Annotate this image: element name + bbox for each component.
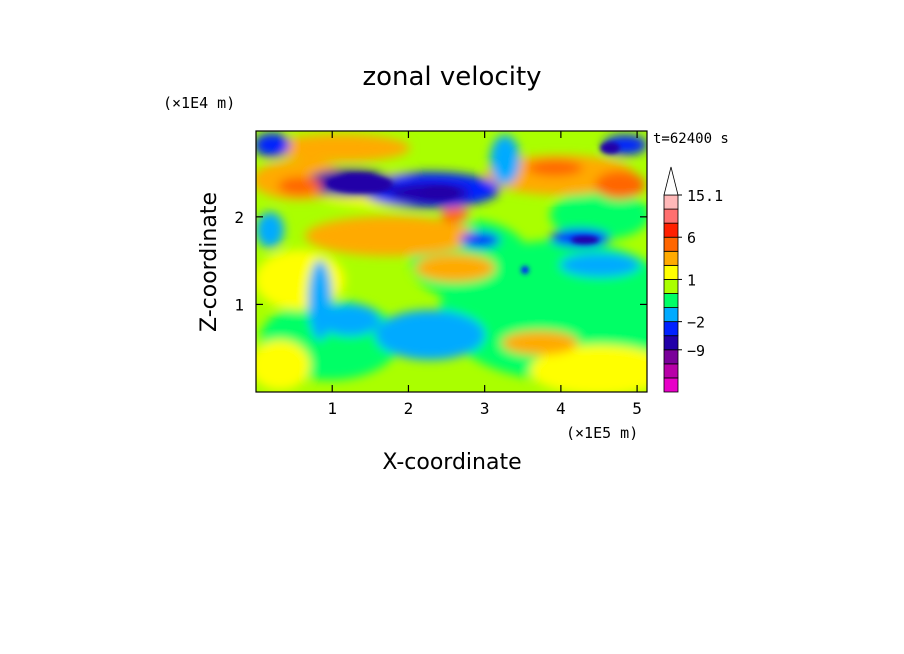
plot-frame — [255, 130, 648, 393]
contour-field — [256, 131, 647, 392]
x-axis: 1 2 3 4 5 — [327, 131, 642, 418]
x-tick-label: 2 — [404, 399, 414, 418]
x-unit-label: (×1E5 m) — [566, 424, 638, 442]
y-axis: 12 — [234, 208, 647, 314]
colorbar-bin-0 — [663, 377, 679, 393]
colorbar-bin-7 — [663, 279, 679, 294]
colorbar-label: 1 — [687, 271, 696, 289]
colorbar: 15.1 6 1 −2 −9 — [663, 166, 723, 393]
colorbar-bin-5 — [663, 307, 679, 323]
y-tick-label: 2 — [234, 208, 244, 227]
colorbar-bin-8 — [663, 264, 679, 280]
y-tick-label: 1 — [234, 295, 244, 314]
chart-title: zonal velocity — [362, 62, 541, 92]
x-tick-label: 4 — [556, 399, 566, 418]
colorbar-bin-1 — [663, 363, 679, 379]
colorbar-label: 6 — [687, 229, 696, 247]
colorbar-bin-12 — [663, 208, 679, 224]
x-tick-label: 5 — [632, 399, 642, 418]
colorbar-label: −2 — [687, 314, 705, 332]
colorbar-extend-arrow — [663, 166, 679, 196]
colorbar-bin-9 — [663, 250, 679, 266]
y-axis-title: Z-coordinate — [197, 192, 222, 332]
colorbar-label: 15.1 — [687, 187, 723, 205]
colorbar-label: −9 — [687, 342, 705, 360]
colorbar-bin-13 — [663, 194, 679, 210]
x-axis-title: X-coordinate — [382, 450, 521, 475]
colorbar-bin-11 — [663, 222, 679, 238]
time-label: t=62400 s — [653, 131, 729, 147]
colorbar-bin-3 — [663, 335, 679, 351]
colorbar-bin-2 — [663, 349, 679, 365]
x-tick-label: 1 — [327, 399, 337, 418]
colorbar-bin-6 — [663, 293, 679, 308]
colorbar-bin-10 — [663, 236, 679, 252]
colorbar-bin-4 — [663, 321, 679, 337]
y-unit-label: (×1E4 m) — [163, 94, 235, 112]
x-tick-label: 3 — [480, 399, 490, 418]
